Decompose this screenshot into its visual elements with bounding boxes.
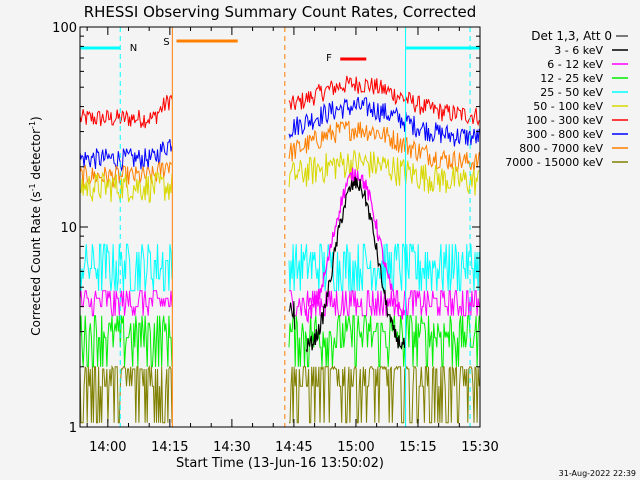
axes-layer: 14:00 14:15 14:30 14:45 15:00 15:15 15:30 1 10 10… [52, 21, 499, 455]
y-tick-label: 100 [52, 21, 77, 36]
legend-label: 3 - 6 keV [554, 44, 603, 57]
series-line-6-12keV [289, 290, 480, 317]
y-axis-label-end: ) [29, 116, 43, 121]
legend-label: 25 - 50 keV [540, 86, 603, 99]
series-line-12-25keV [288, 315, 480, 368]
legend-label: 6 - 12 keV [547, 58, 603, 71]
saa-flag-label: S [163, 37, 169, 48]
y-tick-label: 1 [69, 421, 77, 436]
y-axis-label-sup2: -1 [28, 121, 37, 129]
legend-label: 7000 - 15000 keV [505, 156, 603, 169]
x-tick-label: 14:30 [213, 440, 250, 455]
y-axis-label: Corrected Count Rate (s-1 detector-1) [28, 116, 43, 335]
legend-label: 300 - 800 keV [526, 128, 603, 141]
flare-flag-label: F [326, 53, 332, 64]
night-flag-label: N [130, 43, 137, 54]
legend-label: 12 - 25 keV [540, 72, 603, 85]
series-line-300-800keV [79, 139, 173, 172]
series-line-100-300keV [288, 75, 480, 127]
legend-label: 800 - 7000 keV [519, 142, 603, 155]
series-line-100-300keV [79, 94, 173, 129]
series-line-300-800keV [288, 96, 480, 147]
series-line-25-50keV [79, 243, 173, 292]
x-tick-label: 14:45 [275, 440, 312, 455]
series-line-7000-15000keV [79, 364, 173, 424]
series-line-6-12keV [79, 290, 173, 317]
flag-layer: N S F [80, 27, 480, 427]
series-line-50-100keV [288, 149, 480, 196]
series-line-25-50keV [288, 243, 480, 292]
x-tick-label: 14:00 [89, 440, 126, 455]
chart-title: RHESSI Observing Summary Count Rates, Co… [84, 3, 477, 21]
series-line-50-100keV [79, 171, 173, 204]
y-axis-label-main: Corrected Count Rate (s [29, 191, 43, 335]
y-axis-label-mid: detector [29, 129, 43, 184]
series-line-800-7000keV [288, 120, 480, 173]
generation-timestamp: 31-Aug-2022 22:39 [559, 469, 636, 478]
x-tick-label: 14:15 [151, 440, 188, 455]
y-axis-label-sup1: -1 [28, 183, 37, 191]
flare-profile-6-12keV [305, 167, 406, 324]
series-line-12-25keV [79, 315, 173, 368]
x-axis-label: Start Time (13-Jun-16 13:50:02) [176, 456, 384, 471]
series-line-7000-15000keV [289, 365, 480, 424]
low-energy-spikes [288, 301, 296, 330]
legend-label: 100 - 300 keV [526, 114, 603, 127]
data-layer [79, 75, 480, 424]
legend-title: Det 1,3, Att 0 [531, 29, 612, 43]
x-tick-label: 15:00 [337, 440, 374, 455]
legend-label: 50 - 100 keV [533, 100, 603, 113]
x-tick-label: 15:30 [461, 440, 498, 455]
x-tick-label: 15:15 [399, 440, 436, 455]
y-tick-label: 10 [60, 221, 77, 236]
flare-profile-3-6keV [305, 176, 406, 353]
